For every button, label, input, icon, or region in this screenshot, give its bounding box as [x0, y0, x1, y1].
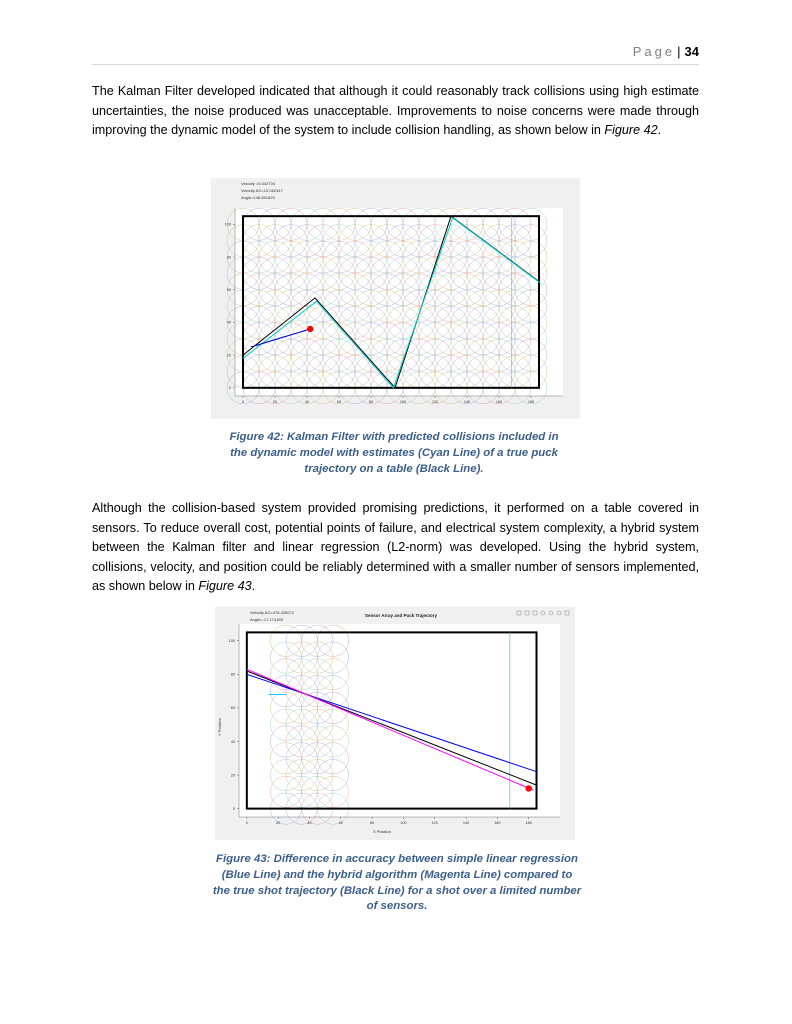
paragraph-2: Although the collision-based system prov… — [92, 499, 699, 597]
figure-43: Velocity AG=476.439072 Angle=-17.174189 … — [215, 607, 575, 840]
page-separator: | — [677, 44, 681, 59]
annotation-angle: Angle=148.891625 — [241, 195, 275, 200]
page-number: 34 — [684, 44, 699, 59]
y-tick-label: 40 — [227, 321, 231, 325]
series-line-2 — [250, 328, 311, 348]
sensor-circle — [317, 624, 349, 657]
paragraph-1: The Kalman Filter developed indicated th… — [92, 82, 699, 141]
x-tick-label: 160 — [494, 821, 500, 825]
x-tick-label: 80 — [369, 400, 373, 404]
annotation-angle: Angle=-17.174189 — [250, 617, 284, 622]
pan-icon[interactable] — [540, 610, 546, 616]
x-tick-label: 60 — [339, 821, 343, 825]
plot-area — [239, 624, 560, 817]
plot-area — [235, 208, 563, 396]
home-icon[interactable] — [564, 610, 570, 616]
x-tick-label: 40 — [305, 400, 309, 404]
sensor-circle — [514, 322, 548, 356]
y-tick-label: 0 — [229, 386, 231, 390]
sensor-circle — [317, 641, 349, 674]
x-tick-label: 100 — [400, 400, 406, 404]
x-tick-label: 120 — [432, 821, 438, 825]
series-line-1 — [242, 217, 541, 389]
x-tick-label: 120 — [432, 400, 438, 404]
paragraph-1-end: . — [657, 123, 662, 138]
x-tick-label: 20 — [276, 821, 280, 825]
y-tick-label: 20 — [231, 773, 235, 777]
x-tick-label: 160 — [496, 400, 502, 404]
x-tick-label: 100 — [400, 821, 406, 825]
annotation-velocity-ag: Velocity AG=10.082347 — [241, 188, 283, 193]
paragraph-1-text: The Kalman Filter developed indicated th… — [92, 84, 699, 138]
figure-42-plot: Velocity =5.042704 Velocity AG=10.082347… — [225, 181, 563, 405]
sensor-circle — [514, 289, 548, 323]
y-tick-label: 100 — [225, 223, 231, 227]
x-tick-label: 0 — [246, 821, 248, 825]
puck-marker — [307, 325, 314, 333]
y-tick-label: 80 — [227, 255, 231, 259]
sensor-circle — [514, 224, 548, 257]
figure-43-title: Sensor Array and Puck Trajectory — [365, 613, 438, 618]
figure-43-caption: Figure 43: Difference in accuracy betwee… — [212, 853, 582, 913]
table-boundary — [245, 631, 538, 810]
paragraph-2-end: . — [251, 579, 256, 594]
page-header: Page | 34 — [92, 44, 699, 65]
figure-42-reference: Figure 42 — [604, 123, 658, 138]
y-tick-label: 20 — [227, 353, 231, 357]
sensor-circle — [317, 742, 349, 775]
y-tick-label: 60 — [231, 706, 235, 710]
sensor-circle — [317, 759, 349, 791]
axes-toolbar[interactable] — [516, 610, 570, 616]
figure-42: Velocity =5.042704 Velocity AG=10.082347… — [211, 178, 580, 419]
sensor-circle — [317, 708, 349, 741]
sensor-circle — [514, 338, 548, 372]
y-tick-label: 40 — [231, 740, 235, 744]
x-tick-label: 40 — [307, 821, 311, 825]
sensor-circle — [317, 692, 349, 724]
sensor-circle — [514, 208, 548, 241]
brush-icon[interactable] — [524, 610, 530, 616]
sensor-circle — [317, 658, 349, 691]
figure-43-plot: Velocity AG=476.439072 Angle=-17.174189 … — [217, 610, 570, 834]
x-tick-label: 140 — [464, 400, 470, 404]
x-tick-label: 20 — [273, 400, 277, 404]
x-tick-label: 0 — [242, 400, 244, 404]
sensor-circles — [226, 208, 563, 405]
figure-42-caption: Figure 42: Kalman Filter with predicted … — [229, 431, 559, 475]
figure-43-reference: Figure 43 — [198, 579, 252, 594]
x-tick-label: 80 — [370, 821, 374, 825]
series-line-0 — [246, 673, 537, 773]
x-tick-label: 60 — [337, 400, 341, 404]
paragraph-2-text: Although the collision-based system prov… — [92, 501, 699, 594]
y-tick-label: 60 — [227, 288, 231, 292]
x-tick-label: 180 — [528, 400, 534, 404]
sensor-circle — [514, 306, 548, 339]
annotation-velocity: Velocity =5.042704 — [241, 181, 276, 186]
sensor-circle — [514, 240, 548, 274]
datatip-icon[interactable] — [532, 610, 538, 616]
annotation-velocity-ag: Velocity AG=476.439072 — [250, 610, 295, 615]
y-tick-label: 80 — [231, 673, 235, 677]
sensor-circle — [317, 775, 349, 808]
sensor-circle — [514, 257, 548, 290]
zoom-in-icon[interactable] — [548, 610, 554, 616]
x-tick-label: 180 — [526, 821, 532, 825]
puck-marker — [525, 785, 532, 792]
table-boundary — [242, 215, 540, 389]
figure-43-ylabel: Y Position — [217, 718, 222, 736]
sensor-circle — [317, 725, 349, 758]
figure-43-xlabel: X Position — [373, 829, 391, 834]
sensor-circle — [317, 675, 349, 708]
x-tick-label: 140 — [463, 821, 469, 825]
series-line-2 — [246, 668, 534, 791]
sensor-circle — [514, 273, 548, 306]
sensor-circles — [239, 624, 560, 825]
page-label: Page — [632, 44, 676, 59]
y-tick-label: 100 — [229, 639, 235, 643]
export-icon[interactable] — [516, 610, 522, 616]
y-tick-label: 0 — [233, 807, 235, 811]
zoom-out-icon[interactable] — [556, 610, 562, 616]
